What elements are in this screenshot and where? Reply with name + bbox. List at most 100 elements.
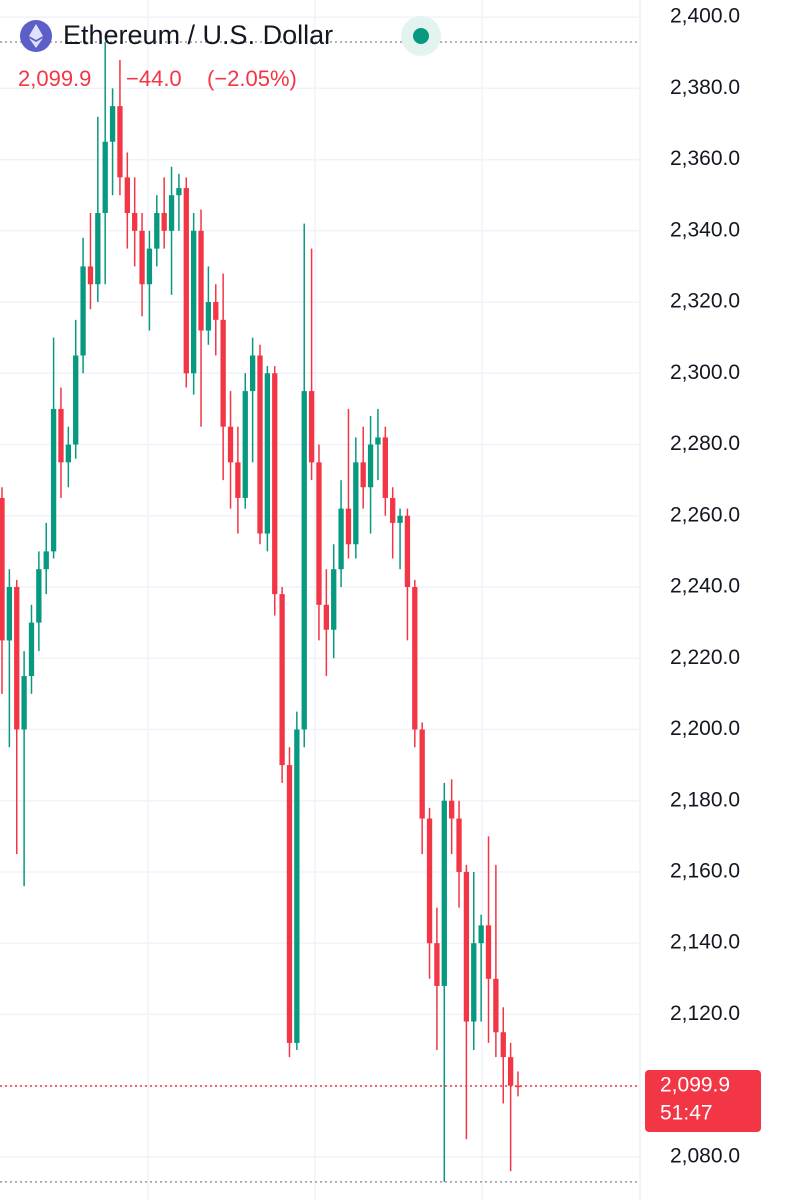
candle-body bbox=[43, 551, 49, 570]
y-tick-label: 2,300.0 bbox=[670, 361, 740, 384]
price-lines bbox=[0, 41, 640, 1183]
candle-body bbox=[213, 302, 219, 320]
candle-body bbox=[205, 302, 212, 331]
candle-body bbox=[168, 195, 175, 231]
y-tick-label: 2,320.0 bbox=[670, 290, 740, 313]
candle-body bbox=[360, 462, 366, 488]
candle-body bbox=[434, 943, 440, 986]
candle-body bbox=[87, 266, 94, 285]
y-tick-label: 2,120.0 bbox=[670, 1002, 740, 1025]
candle-body bbox=[294, 729, 300, 1043]
candle-body bbox=[21, 676, 27, 730]
candle-body bbox=[139, 230, 145, 285]
candle-body bbox=[235, 462, 241, 498]
candle-body bbox=[412, 586, 418, 730]
y-tick-label: 2,360.0 bbox=[670, 147, 740, 170]
candle-body bbox=[257, 355, 263, 534]
candle-body bbox=[73, 355, 79, 445]
candle-body bbox=[36, 569, 42, 623]
candle-body bbox=[161, 213, 167, 231]
candle-body bbox=[176, 188, 182, 196]
candle-body bbox=[375, 437, 381, 445]
last-price: 2,099.9 bbox=[18, 66, 91, 91]
candles bbox=[0, 42, 521, 1182]
candle-body bbox=[316, 462, 322, 605]
y-tick-label: 2,180.0 bbox=[670, 788, 740, 811]
candle-body bbox=[471, 943, 477, 1022]
header: Ethereum / U.S. Dollar 2,099.9 −44.0 (−2… bbox=[18, 16, 441, 91]
candle-body bbox=[456, 818, 462, 872]
candle-body bbox=[338, 508, 344, 570]
candle-body bbox=[404, 515, 411, 587]
candle-body bbox=[146, 248, 153, 285]
candle-body bbox=[65, 444, 71, 463]
candle-body bbox=[58, 408, 64, 463]
candle-body bbox=[515, 1085, 521, 1088]
candle-body bbox=[109, 106, 116, 142]
candle-body bbox=[279, 594, 285, 766]
candle-body bbox=[227, 426, 234, 463]
candle-body bbox=[0, 497, 5, 641]
candle-body bbox=[132, 213, 138, 231]
candle-body bbox=[353, 462, 359, 545]
candle-body bbox=[220, 319, 226, 427]
candle-body bbox=[272, 373, 278, 595]
candle-body bbox=[117, 106, 123, 178]
symbol-title: Ethereum / U.S. Dollar bbox=[63, 20, 333, 50]
badge-box bbox=[645, 1070, 761, 1132]
candle-body bbox=[397, 515, 403, 523]
candle-body bbox=[198, 230, 204, 331]
candle-body bbox=[50, 408, 57, 552]
candle-body bbox=[331, 569, 337, 630]
change: −44.0 bbox=[126, 66, 182, 91]
badge-price: 2,099.9 bbox=[660, 1074, 730, 1097]
candle-body bbox=[449, 800, 455, 819]
price-badge: 2,099.9 51:47 bbox=[645, 1070, 761, 1132]
candle-body bbox=[183, 188, 189, 374]
y-tick-label: 2,080.0 bbox=[670, 1144, 740, 1167]
candle-body bbox=[463, 871, 470, 1022]
candle-body bbox=[124, 177, 130, 214]
price-axis: 2,080.02,100.02,120.02,140.02,160.02,180… bbox=[670, 5, 740, 1168]
candle-body bbox=[493, 978, 499, 1033]
change-percent: (−2.05%) bbox=[207, 66, 297, 91]
y-tick-label: 2,140.0 bbox=[670, 931, 740, 954]
candle-body bbox=[507, 1057, 514, 1086]
y-tick-label: 2,260.0 bbox=[670, 503, 740, 526]
candle-body bbox=[419, 729, 425, 819]
candle-body bbox=[191, 230, 197, 374]
candle-body bbox=[286, 765, 293, 1043]
y-tick-label: 2,160.0 bbox=[670, 859, 740, 882]
y-tick-label: 2,380.0 bbox=[670, 76, 740, 99]
candle-body bbox=[485, 925, 492, 979]
candle-body bbox=[242, 391, 248, 498]
y-tick-label: 2,200.0 bbox=[670, 717, 740, 740]
candle-body bbox=[95, 213, 101, 285]
candle-body bbox=[441, 800, 447, 986]
candle-body bbox=[14, 586, 20, 730]
y-tick-label: 2,280.0 bbox=[670, 432, 740, 455]
candle-body bbox=[80, 266, 86, 356]
candle-body bbox=[264, 373, 271, 534]
candle-body bbox=[249, 355, 256, 392]
candle-body bbox=[367, 444, 374, 488]
candle-body bbox=[308, 391, 315, 463]
candle-body bbox=[102, 141, 108, 214]
y-tick-label: 2,240.0 bbox=[670, 575, 740, 598]
candle-body bbox=[345, 508, 352, 545]
candle-body bbox=[500, 1032, 506, 1058]
candle-body bbox=[301, 391, 307, 730]
candle-body bbox=[6, 586, 13, 641]
eth-glyph bbox=[29, 24, 43, 48]
candle-body bbox=[28, 622, 35, 677]
status-dot bbox=[413, 28, 429, 44]
candle-body bbox=[154, 213, 160, 249]
candle-body bbox=[478, 925, 484, 944]
candle-body bbox=[390, 497, 396, 523]
candle-body bbox=[426, 818, 433, 944]
badge-countdown: 51:47 bbox=[660, 1102, 713, 1125]
candle-body bbox=[382, 437, 388, 498]
y-tick-label: 2,400.0 bbox=[670, 5, 740, 28]
